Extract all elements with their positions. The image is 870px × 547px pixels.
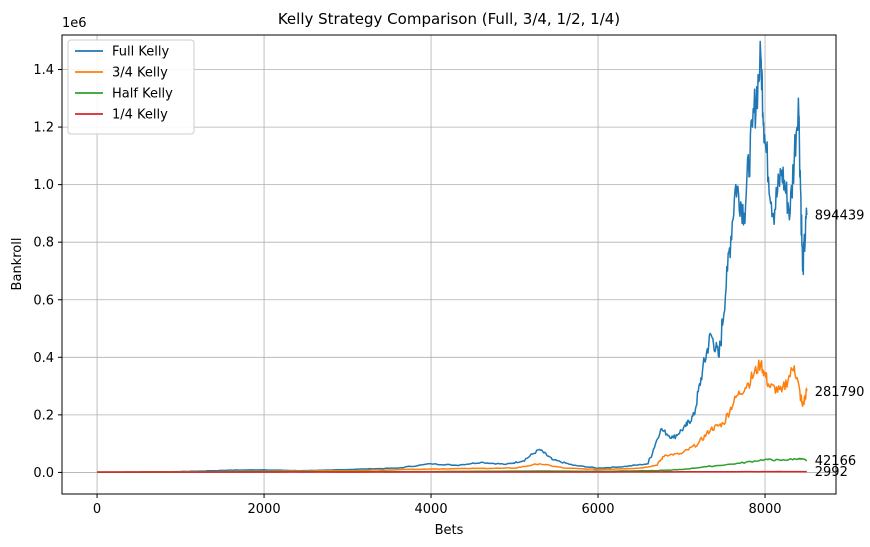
legend-box	[67, 39, 195, 135]
legend-entry: Full Kelly	[112, 45, 169, 60]
series-layer	[97, 40, 808, 473]
x-axis-label: Bets	[435, 523, 464, 538]
x-tick-label: 2000	[248, 502, 281, 517]
x-tick-label: 8000	[748, 502, 781, 517]
y-tick-label: 1.4	[33, 63, 54, 78]
series-end-label: 42166	[815, 454, 856, 469]
legend-entry: 1/4 Kelly	[112, 108, 168, 123]
legend-entry: Half Kelly	[112, 87, 173, 102]
y-tick-label: 0.6	[33, 293, 54, 308]
series-line	[97, 470, 807, 473]
y-tick-label: 1.2	[33, 121, 54, 136]
plot-frame	[61, 34, 837, 495]
y-offset-label: 1e6	[62, 16, 87, 31]
series-end-label: 281790	[815, 385, 865, 400]
x-tick-label: 6000	[581, 502, 614, 517]
y-tick-label: 1.0	[33, 178, 54, 193]
x-tick-label: 0	[93, 502, 101, 517]
legend-entry: 3/4 Kelly	[112, 66, 168, 81]
y-axis-label: Bankroll	[10, 238, 25, 291]
y-tick-label: 0.8	[33, 236, 54, 251]
y-tick-label: 0.4	[33, 351, 54, 366]
series-end-label: 894439	[815, 209, 865, 224]
y-tick-label: 0.0	[33, 466, 54, 481]
x-tick-label: 4000	[415, 502, 448, 517]
ticks: 0 2000 4000 6000 8000 0.0 0.2 0.4 0.6 0.8 1.0 1.2 1.…	[33, 63, 781, 517]
chart-title: Kelly Strategy Comparison (Full, 3/4, 1/…	[278, 10, 620, 28]
y-tick-label: 0.2	[33, 408, 54, 423]
legend: Full Kelly 3/4 Kelly Half Kelly 1/4 Kelly	[67, 39, 195, 135]
series-line	[97, 359, 808, 473]
grid	[62, 35, 836, 494]
series-end-label: 2992	[815, 465, 848, 480]
